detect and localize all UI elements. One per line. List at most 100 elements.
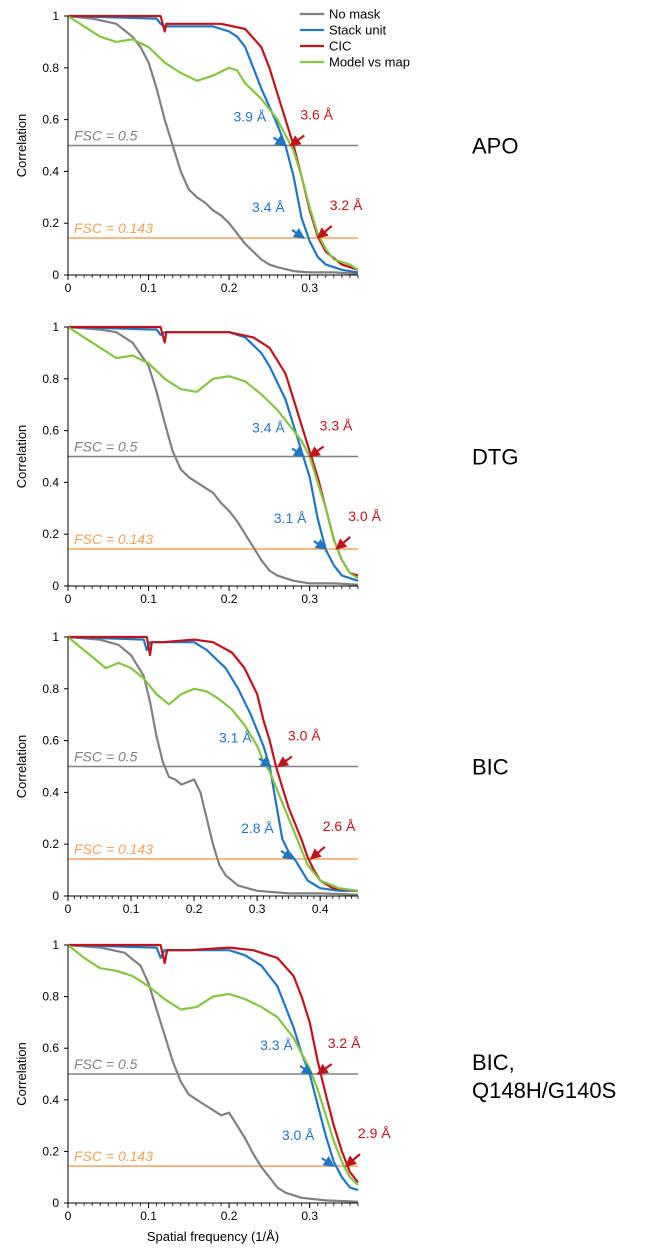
annotation-arrow <box>272 135 287 147</box>
resolution-annotation: 3.4 Å <box>252 199 285 215</box>
x-tick-label: 0 <box>65 1209 72 1223</box>
series-line-no-mask <box>67 943 359 1203</box>
y-tick-label: 0.6 <box>42 424 59 438</box>
annotation-arrow <box>308 445 325 458</box>
series-line-stack-unit <box>67 14 359 274</box>
threshold-label: FSC = 0.5 <box>74 1056 138 1072</box>
y-tick-label: 0.2 <box>42 1144 59 1158</box>
resolution-annotation: 3.0 Å <box>288 728 321 744</box>
x-tick-label: 0.3 <box>301 1209 318 1223</box>
threshold-label: FSC = 0.143 <box>74 531 153 547</box>
annotation-arrow <box>316 1063 333 1075</box>
chart-panel-1: FSC = 0.5 FSC = 0.143 0 0.2 0.4 0.6 0.8 1 0 0.1 0.… <box>14 7 518 296</box>
annotation-arrow <box>345 1153 361 1167</box>
y-tick-label: 1 <box>52 938 59 952</box>
y-tick-label: 1 <box>52 9 59 23</box>
series-line-cic <box>68 635 359 892</box>
y-tick-label: 0.8 <box>42 372 59 386</box>
y-tick-label: 0.8 <box>42 990 59 1004</box>
x-tick-label: 0.3 <box>301 592 318 606</box>
x-tick-label: 0 <box>65 281 72 295</box>
threshold-label: FSC = 0.143 <box>74 841 153 857</box>
y-tick-label: 0.4 <box>42 164 59 178</box>
panel-label: BIC <box>472 755 509 780</box>
y-axis-title: Correlation <box>14 114 29 178</box>
y-tick-label: 0 <box>52 889 59 903</box>
y-tick-label: 0.4 <box>42 785 59 799</box>
legend-label: CIC <box>329 39 351 54</box>
series-line-stack-unit <box>67 325 359 582</box>
x-tick-label: 0.2 <box>186 902 203 916</box>
y-axis-title: Correlation <box>14 1042 29 1106</box>
x-tick-label: 0.2 <box>221 592 238 606</box>
y-tick-label: 1 <box>52 630 59 644</box>
y-tick-label: 0.4 <box>42 1093 59 1107</box>
y-tick-label: 0.6 <box>42 113 59 127</box>
annotation-arrow <box>291 446 305 458</box>
series-line-cic <box>68 943 359 1184</box>
threshold-label: FSC = 0.143 <box>74 1148 153 1164</box>
resolution-annotation: 3.1 Å <box>219 730 252 746</box>
resolution-annotation: 3.0 Å <box>348 508 381 524</box>
annotation-arrow <box>313 538 327 550</box>
annotation-arrow <box>277 755 293 768</box>
annotation-arrow <box>299 1063 313 1075</box>
resolution-annotation: 2.8 Å <box>241 820 274 836</box>
y-tick-label: 0.2 <box>42 837 59 851</box>
y-tick-label: 1 <box>52 320 59 334</box>
annotation-arrow <box>289 134 305 147</box>
threshold-label: FSC = 0.5 <box>74 439 138 455</box>
series-line-model-vs-map <box>67 636 359 892</box>
resolution-annotation: 3.1 Å <box>274 510 307 526</box>
x-tick-label: 0.2 <box>221 1209 238 1223</box>
annotation-arrow <box>291 227 305 239</box>
y-axis-title: Correlation <box>14 735 29 799</box>
panel-label: DTG <box>472 445 518 470</box>
y-tick-label: 0.8 <box>42 61 59 75</box>
y-tick-label: 0 <box>52 268 59 282</box>
y-tick-label: 0.6 <box>42 734 59 748</box>
annotation-arrow <box>309 846 326 860</box>
series-line-no-mask <box>67 325 359 586</box>
resolution-annotation: 3.2 Å <box>330 197 363 213</box>
resolution-annotation: 2.9 Å <box>358 1125 391 1141</box>
series-line-model-vs-map <box>67 326 359 580</box>
y-tick-label: 0.2 <box>42 527 59 541</box>
resolution-annotation: 2.6 Å <box>323 818 356 834</box>
chart-panel-2: FSC = 0.5 FSC = 0.143 0 0.2 0.4 0.6 0.8 1 0 0.1 0.… <box>14 320 518 606</box>
x-axis-title: Spatial frequency (1/Å) <box>147 1229 279 1244</box>
resolution-annotation: 3.2 Å <box>328 1035 361 1051</box>
threshold-label: FSC = 0.143 <box>74 220 153 236</box>
annotation-arrow <box>258 756 272 768</box>
threshold-label: FSC = 0.5 <box>74 128 138 144</box>
x-tick-label: 0.1 <box>123 902 140 916</box>
x-tick-label: 0.1 <box>140 592 157 606</box>
series-line-cic <box>68 14 359 271</box>
annotation-arrow <box>321 1156 335 1168</box>
x-tick-label: 0 <box>65 902 72 916</box>
resolution-annotation: 3.3 Å <box>320 418 353 434</box>
panel-label: APO <box>472 134 518 159</box>
legend-label: No mask <box>329 7 381 22</box>
series-line-model-vs-map <box>67 944 359 1186</box>
y-tick-label: 0.2 <box>42 216 59 230</box>
chart-panel-4: FSC = 0.5 FSC = 0.143 0 0.2 0.4 0.6 0.8 1 0 0.1 0.… <box>14 938 616 1244</box>
y-tick-label: 0.6 <box>42 1041 59 1055</box>
x-tick-label: 0.2 <box>221 281 238 295</box>
x-tick-label: 0 <box>65 592 72 606</box>
y-axis-title: Correlation <box>14 425 29 489</box>
annotation-arrow <box>316 225 333 239</box>
series-line-no-mask <box>67 14 359 275</box>
x-tick-label: 0.3 <box>301 281 318 295</box>
x-tick-label: 0.1 <box>140 281 157 295</box>
resolution-annotation: 3.3 Å <box>260 1037 293 1053</box>
resolution-annotation: 3.9 Å <box>234 109 267 125</box>
x-tick-label: 0.1 <box>140 1209 157 1223</box>
resolution-annotation: 3.0 Å <box>282 1127 315 1143</box>
legend-label: Model vs map <box>329 55 410 70</box>
annotation-arrow <box>280 848 294 860</box>
y-tick-label: 0 <box>52 579 59 593</box>
chart-panel-3: FSC = 0.5 FSC = 0.143 0 0.2 0.4 0.6 0.8 1 0 0.1 0.… <box>14 630 509 916</box>
y-tick-label: 0.4 <box>42 475 59 489</box>
